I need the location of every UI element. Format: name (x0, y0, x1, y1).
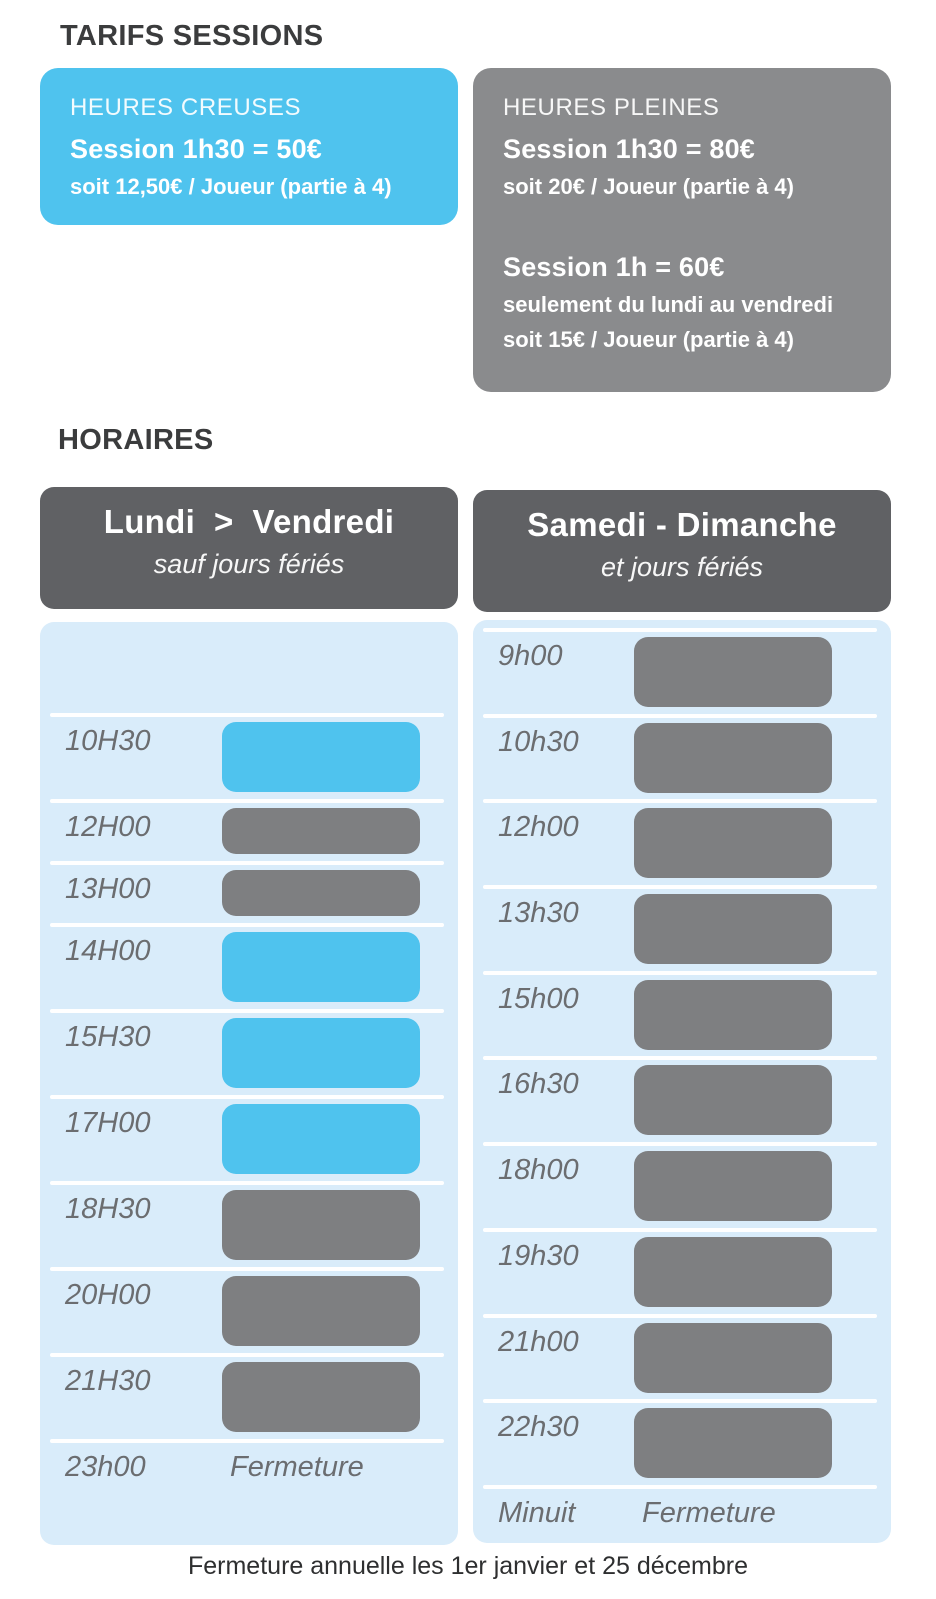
schedule-row: 10H30 (40, 713, 458, 799)
peak-session1-detail: soit 20€ / Joueur (partie à 4) (503, 174, 794, 199)
time-label: 16h30 (498, 1068, 579, 1101)
peak-session1-price: Session 1h30 = 80€ (503, 134, 756, 164)
weekend-header: Samedi - Dimanche et jours fériés (473, 490, 891, 612)
time-label: 14H00 (65, 935, 151, 967)
schedule-row: Minuit Fermeture (473, 1484, 891, 1543)
footer-note: Fermeture annuelle les 1er janvier et 25… (187, 1552, 749, 1580)
session-bar (222, 1190, 420, 1260)
schedule-row: 15H30 (40, 1009, 458, 1095)
off-peak-card: HEURES CREUSES Session 1h30 = 50€ soit 1… (40, 68, 458, 225)
schedule-row: 9h00 (473, 628, 891, 714)
schedule-row: 17H00 (40, 1095, 458, 1181)
session-bar (634, 979, 832, 1050)
schedule-row: 22h30 (473, 1399, 891, 1485)
peak-label: HEURES PLEINES (503, 94, 720, 121)
time-label: 13H00 (65, 873, 151, 905)
schedule-row: 10h30 (473, 713, 891, 800)
time-label: 23h00 (65, 1451, 146, 1483)
schedule-row: 12H00 (40, 799, 458, 861)
off-peak-price: Session 1h30 = 50€ (70, 134, 323, 164)
session-bar (222, 722, 420, 792)
session-bar (634, 1236, 832, 1307)
time-label: 20H00 (65, 1279, 151, 1311)
weekend-subtitle: et jours fériés (600, 552, 764, 582)
peak-card: HEURES PLEINES Session 1h30 = 80€ soit 2… (473, 68, 891, 392)
closure-note: Fermeture (230, 1451, 364, 1483)
session-bar (222, 1362, 420, 1432)
card-spacer (503, 200, 867, 240)
peak-session2-price: Session 1h = 60€ (503, 252, 725, 282)
off-peak-label: HEURES CREUSES (70, 94, 302, 121)
schedule-row: 15h00 (473, 970, 891, 1057)
time-label: 18H30 (65, 1193, 151, 1225)
closure-note: Fermeture (642, 1496, 776, 1529)
schedule-row: 12h00 (473, 799, 891, 885)
peak-session2-detail-1: seulement du lundi au vendredi (503, 292, 834, 317)
time-label: 19h30 (498, 1239, 579, 1272)
session-bar (222, 870, 420, 916)
peak-session2-detail-2: soit 15€ / Joueur (partie à 4) (503, 327, 794, 352)
time-label: 12h00 (498, 811, 579, 844)
schedule-row: 13h30 (473, 885, 891, 971)
time-label: 18h00 (498, 1154, 579, 1187)
session-bar (222, 808, 420, 854)
session-bar (634, 1408, 832, 1479)
horaires-heading: HORAIRES (58, 424, 214, 456)
schedule-row: 23h00 Fermeture (40, 1439, 458, 1543)
session-bar (222, 1104, 420, 1174)
weekday-title: Lundi > Vendredi (103, 503, 395, 540)
schedule-row: 14H00 (40, 923, 458, 1009)
schedule-row (40, 622, 458, 713)
time-label: Minuit (498, 1496, 576, 1529)
session-bar (634, 1322, 832, 1393)
schedule-row: 20H00 (40, 1267, 458, 1353)
session-bar (634, 894, 832, 965)
weekday-panel: 10H30 12H00 13H00 14H00 15H30 17H00 18H3… (40, 622, 458, 1545)
time-label: 13h30 (498, 897, 579, 930)
schedule-row: 21H30 (40, 1353, 458, 1439)
time-label: 21H30 (65, 1365, 151, 1397)
schedule-row: 19h30 (473, 1227, 891, 1314)
weekend-panel: 9h00 10h30 12h00 13h30 15h00 16h30 18h00… (473, 620, 891, 1543)
session-bar (634, 1065, 832, 1136)
schedule-row: 16h30 (473, 1056, 891, 1142)
time-label: 15h00 (498, 982, 579, 1015)
weekday-subtitle: sauf jours fériés (153, 549, 345, 579)
schedule-row: 13H00 (40, 861, 458, 923)
session-bar (634, 1151, 832, 1222)
weekday-header: Lundi > Vendredi sauf jours fériés (40, 487, 458, 609)
schedule-row: 21h00 (473, 1313, 891, 1400)
time-label: 17H00 (65, 1107, 151, 1139)
time-label: 21h00 (498, 1325, 579, 1358)
session-bar (634, 808, 832, 879)
session-bar (222, 932, 420, 1002)
time-label: 10H30 (65, 725, 151, 757)
session-bar (634, 722, 832, 793)
time-label (40, 622, 222, 634)
time-label: 9h00 (498, 640, 563, 672)
schedule-row: 18H30 (40, 1181, 458, 1267)
session-bar (222, 1018, 420, 1088)
time-label: 22h30 (498, 1411, 579, 1444)
off-peak-detail: soit 12,50€ / Joueur (partie à 4) (70, 174, 392, 199)
session-bar (222, 1276, 420, 1346)
weekend-title: Samedi - Dimanche (527, 506, 837, 543)
schedule-row: 18h00 (473, 1142, 891, 1228)
time-label: 15H30 (65, 1021, 151, 1053)
time-label: 12H00 (65, 811, 151, 843)
time-label: 10h30 (498, 725, 579, 758)
tarifs-heading: TARIFS SESSIONS (60, 20, 324, 52)
session-bar (634, 637, 832, 707)
